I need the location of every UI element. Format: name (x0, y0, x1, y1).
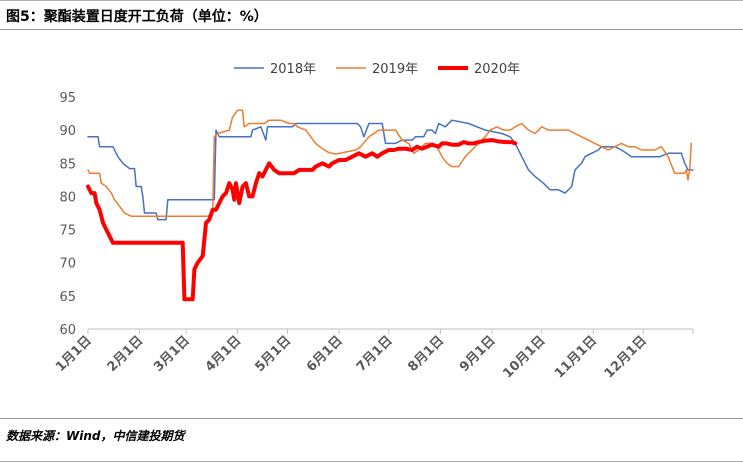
footer-bar: 数据来源：Wind，中信建投期货 (0, 418, 743, 462)
y-tick-label: 95 (59, 91, 76, 106)
series-line-2020年 (86, 138, 518, 302)
x-tick-label: 9月1日 (457, 333, 499, 375)
y-tick-label: 85 (59, 157, 76, 172)
x-tick-label: 3月1日 (151, 333, 193, 375)
y-tick-label: 75 (59, 224, 76, 239)
x-tick-label: 8月1日 (405, 333, 447, 375)
x-tick-label: 7月1日 (354, 333, 396, 375)
x-tick-label: 2月1日 (105, 333, 147, 375)
legend-label: 2019年 (372, 62, 418, 77)
legend-item-3: 2020年 (438, 62, 520, 77)
series-line-2018年 (87, 119, 694, 221)
legend-item-1: 2018年 (234, 62, 316, 77)
legend: 2018年 2019年 2020年 (234, 62, 520, 77)
x-tick-label: 1月1日 (53, 333, 95, 375)
series-line-2019年 (87, 109, 693, 218)
x-tick-label: 12月1日 (602, 333, 650, 381)
x-tick-label: 6月1日 (304, 333, 346, 375)
y-tick-label: 65 (59, 290, 76, 305)
y-tick-label: 90 (59, 124, 76, 139)
x-tick-label: 10月1日 (500, 333, 548, 381)
x-tick-label: 5月1日 (252, 333, 294, 375)
chart-title: 图5：聚酯装置日度开工负荷（单位：%） (6, 9, 268, 25)
y-tick-label: 80 (59, 190, 76, 205)
legend-label: 2018年 (270, 62, 316, 77)
title-bar: 图5：聚酯装置日度开工负荷（单位：%） (0, 0, 743, 30)
x-tick-label: 11月1日 (552, 333, 600, 381)
y-tick-label: 60 (59, 323, 76, 338)
x-tick-label: 4月1日 (203, 333, 245, 375)
legend-label: 2020年 (474, 62, 520, 77)
plot-area (86, 109, 694, 302)
line-chart: 2018年 2019年 2020年 60 65 70 75 80 85 90 95 1月1日 2月1日… (53, 62, 694, 381)
legend-item-2: 2019年 (336, 62, 418, 77)
source-note: 数据来源：Wind，中信建投期货 (6, 429, 185, 443)
y-tick-label: 70 (59, 257, 76, 272)
